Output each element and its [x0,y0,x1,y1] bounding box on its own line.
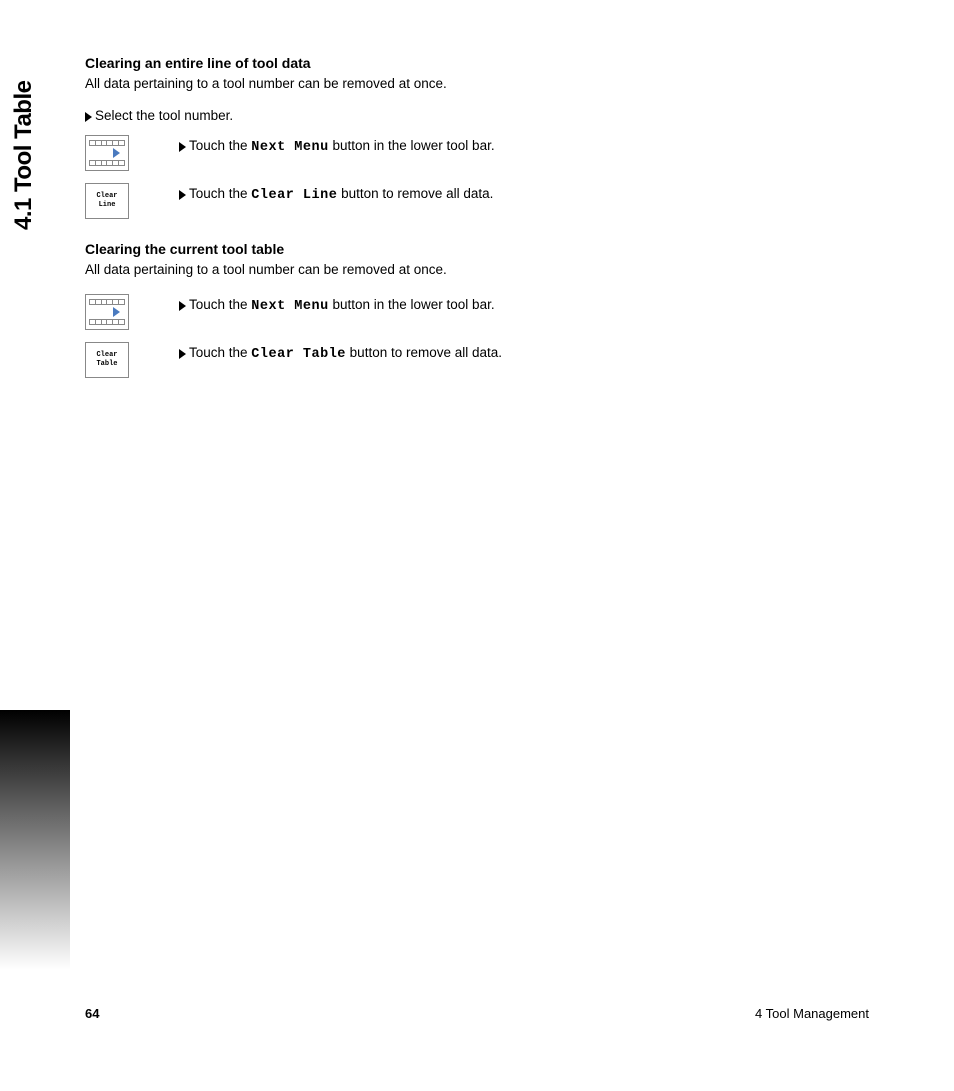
step-text: Touch the Clear Line button to remove al… [189,186,493,203]
triangle-bullet-icon [179,349,186,359]
triangle-bullet-icon [179,301,186,311]
page-number: 64 [85,1006,99,1021]
tab-gradient [0,710,70,970]
intro-clear-table: All data pertaining to a tool number can… [85,261,875,280]
clear-line-icon: Clear Line [85,183,129,219]
step-next-menu-2: Touch the Next Menu button in the lower … [85,294,875,330]
button-name: Next Menu [251,140,328,155]
menu-strip-icon [89,299,125,305]
button-name: Next Menu [251,299,328,314]
clear-table-icon: Clear Table [85,342,129,378]
section-side-title: 4.1 Tool Table [10,81,38,230]
next-menu-icon [85,294,129,330]
step-clear-table: Clear Table Touch the Clear Table button… [85,342,875,378]
triangle-bullet-icon [179,142,186,152]
intro-clear-line: All data pertaining to a tool number can… [85,75,875,94]
heading-clear-line: Clearing an entire line of tool data [85,55,875,71]
button-name: Clear Line [251,188,337,203]
step-text: Touch the Clear Table button to remove a… [189,345,502,362]
menu-strip-icon [89,319,125,325]
chapter-label: 4 Tool Management [755,1006,869,1021]
page-footer: 64 4 Tool Management [85,1006,869,1021]
menu-strip-icon [89,140,125,146]
step-text: Select the tool number. [95,108,233,123]
step-text: Touch the Next Menu button in the lower … [189,297,495,314]
triangle-bullet-icon [179,190,186,200]
menu-strip-icon [89,160,125,166]
heading-clear-table: Clearing the current tool table [85,241,875,257]
step-next-menu-1: Touch the Next Menu button in the lower … [85,135,875,171]
step-text: Touch the Next Menu button in the lower … [189,138,495,155]
page-content: Clearing an entire line of tool data All… [85,55,875,390]
arrow-icon [113,148,120,158]
step-clear-line: Clear Line Touch the Clear Line button t… [85,183,875,219]
step-select-tool: Select the tool number. [85,108,875,123]
triangle-bullet-icon [85,112,92,122]
button-name: Clear Table [251,347,346,362]
next-menu-icon [85,135,129,171]
arrow-icon [113,307,120,317]
